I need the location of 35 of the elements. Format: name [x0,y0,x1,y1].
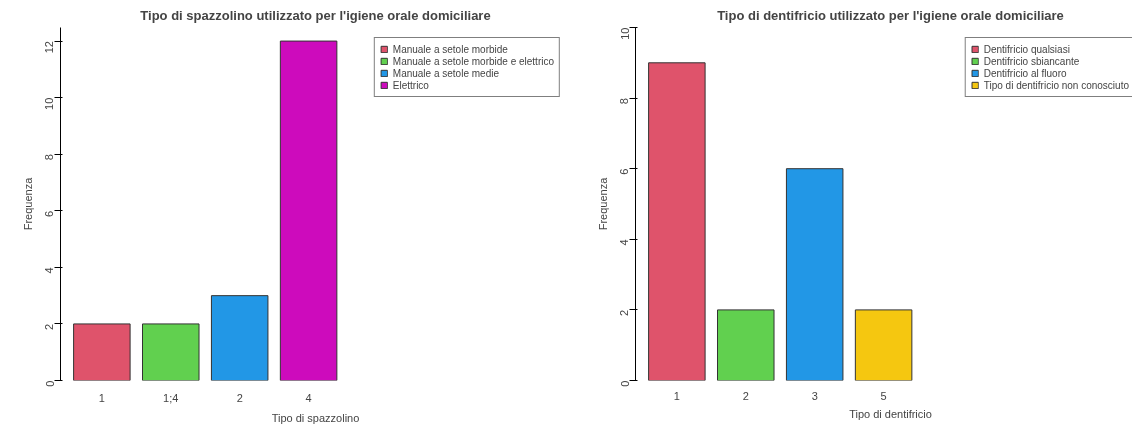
chart-title: Tipo di spazzolino utilizzato per l'igiene orale domiciliare [140,7,491,23]
chart-title: Tipo di dentifricio utilizzato per l'igiene orale domiciliare [717,7,1064,23]
y-tick-label: 4 [43,267,56,274]
x-tick-label: 3 [811,389,818,402]
y-tick-label: 2 [618,309,631,317]
legend-label: Dentifricio sbiancante [983,55,1080,67]
x-tick-label: 1 [98,391,105,404]
x-tick-label: 2 [236,391,243,404]
y-tick-label: 12 [43,41,56,54]
y-tick-label: 0 [43,380,56,387]
y-tick-label: 0 [618,380,631,387]
y-tick-label: 10 [618,27,631,40]
x-tick-label: 4 [305,391,312,404]
x-axis-title: Tipo di spazzolino [271,411,360,424]
legend-label: Elettrico [392,79,429,91]
y-tick-label: 6 [618,168,631,175]
y-axis-title: Frequenza [21,176,34,231]
y-tick-label: 8 [43,154,56,161]
y-tick-label: 10 [43,97,56,110]
x-tick-label: 5 [880,389,887,402]
x-tick-label: 1;4 [163,391,179,404]
y-tick-label: 4 [618,239,631,246]
y-tick-label: 2 [43,323,56,331]
y-axis-title: Frequenza [596,176,609,231]
x-tick-label: 2 [742,389,749,402]
legend-label: Manuale a setole medie [392,67,499,79]
x-tick-label: 1 [673,389,680,402]
legend-label: Manuale a setole morbide e elettrico [392,55,554,67]
legend-label: Tipo di dentifricio non conosciuto [983,79,1129,91]
legend-label: Dentifricio al fluoro [983,67,1067,79]
y-tick-label: 8 [618,98,631,105]
y-tick-label: 6 [43,210,56,217]
x-axis-title: Tipo di dentifricio [849,407,932,420]
legend-label: Manuale a setole morbide [392,43,508,55]
legend-label: Dentifricio qualsiasi [983,43,1070,55]
